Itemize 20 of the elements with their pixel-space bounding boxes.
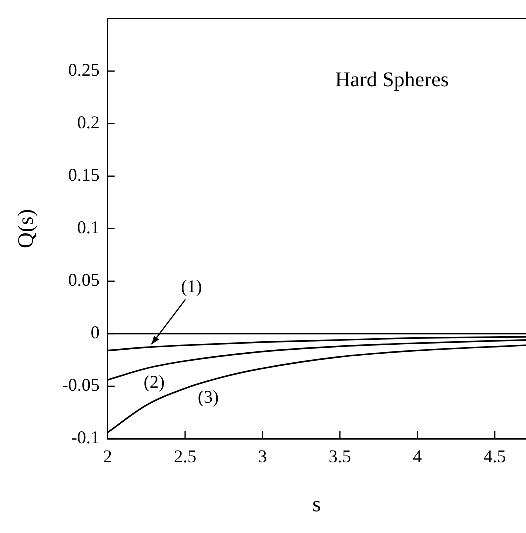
y-tick-label: 0.2	[77, 112, 100, 133]
x-tick-label: 4	[413, 446, 422, 467]
x-tick-label: 4.5	[484, 446, 506, 467]
x-axis-title: s	[312, 492, 322, 517]
x-tick-label: 2.5	[174, 446, 197, 467]
x-tick-label: 3	[258, 446, 268, 467]
y-tick-label: 0.25	[68, 60, 100, 80]
annotation: Hard Spheres	[335, 67, 450, 92]
y-axis-title: Q(s)	[12, 209, 38, 248]
y-tick-label: 0.05	[68, 270, 100, 290]
x-tick-label: 3.5	[328, 446, 352, 467]
y-tick-label: 0	[90, 322, 100, 343]
x-tick-label: 2	[103, 446, 112, 467]
y-tick-label: 0.15	[68, 165, 100, 186]
annotation: (3)	[198, 386, 220, 407]
annotation: (1)	[181, 276, 202, 296]
y-tick-label: -0.1	[71, 428, 100, 448]
y-tick-label: -0.05	[62, 375, 100, 396]
y-tick-label: 0.1	[77, 218, 100, 238]
annotation: (2)	[144, 372, 165, 392]
